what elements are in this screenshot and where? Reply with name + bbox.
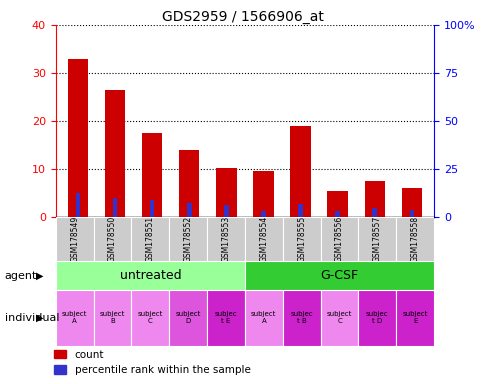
Bar	[358, 290, 395, 346]
Text: subject
B: subject B	[100, 311, 125, 324]
Text: G-CSF: G-CSF	[320, 269, 358, 282]
Bar	[282, 290, 320, 346]
Bar	[169, 217, 207, 261]
Text: GSM178552: GSM178552	[183, 216, 192, 262]
Bar	[131, 217, 169, 261]
Bar	[244, 261, 433, 290]
Bar	[253, 171, 273, 217]
Text: subject
A: subject A	[251, 311, 276, 324]
Bar	[408, 210, 413, 217]
Text: subject
C: subject C	[326, 311, 351, 324]
Bar	[335, 211, 339, 217]
Text: subject
D: subject D	[175, 311, 200, 324]
Bar	[224, 205, 228, 217]
Text: subjec
t D: subjec t D	[365, 311, 388, 324]
Text: GSM178551: GSM178551	[146, 216, 154, 262]
Bar	[207, 217, 244, 261]
Bar	[395, 290, 433, 346]
Bar	[131, 290, 169, 346]
Bar	[261, 211, 265, 217]
Bar	[142, 133, 162, 217]
Bar	[372, 209, 376, 217]
Text: GSM178556: GSM178556	[334, 216, 343, 262]
Bar	[105, 90, 125, 217]
Bar	[68, 59, 88, 217]
Text: subject
E: subject E	[402, 311, 427, 324]
Text: GSM178558: GSM178558	[410, 216, 419, 262]
Bar	[364, 181, 384, 217]
Bar	[93, 217, 131, 261]
Bar	[216, 167, 236, 217]
Bar	[244, 217, 282, 261]
Bar	[207, 290, 244, 346]
Text: individual: individual	[5, 313, 59, 323]
Bar	[401, 188, 421, 217]
Bar	[179, 150, 199, 217]
Text: ▶: ▶	[36, 270, 44, 281]
Bar	[56, 217, 93, 261]
Bar	[395, 217, 433, 261]
Bar	[113, 198, 117, 217]
Bar	[298, 204, 302, 217]
Text: ▶: ▶	[36, 313, 44, 323]
Text: untreated: untreated	[119, 269, 181, 282]
Text: subject
A: subject A	[62, 311, 87, 324]
Bar	[244, 290, 282, 346]
Text: subjec
t B: subjec t B	[290, 311, 312, 324]
Text: GSM178557: GSM178557	[372, 216, 381, 262]
Text: GSM178554: GSM178554	[259, 216, 268, 262]
Bar	[290, 126, 310, 217]
Text: agent: agent	[5, 270, 37, 281]
Bar	[282, 217, 320, 261]
Text: subject
C: subject C	[137, 311, 163, 324]
Bar	[187, 203, 191, 217]
Text: subjec
t E: subjec t E	[214, 311, 237, 324]
Text: GSM178555: GSM178555	[297, 216, 305, 262]
Text: GSM178549: GSM178549	[70, 216, 79, 262]
Bar	[93, 290, 131, 346]
Bar	[327, 190, 347, 217]
Bar	[169, 290, 207, 346]
Bar	[150, 200, 154, 217]
Text: GSM178550: GSM178550	[108, 216, 117, 262]
Bar	[358, 217, 395, 261]
Bar	[76, 193, 80, 217]
Bar	[56, 290, 93, 346]
Legend: count, percentile rank within the sample: count, percentile rank within the sample	[54, 350, 250, 375]
Text: GSM178553: GSM178553	[221, 216, 230, 262]
Bar	[56, 261, 244, 290]
Text: GDS2959 / 1566906_at: GDS2959 / 1566906_at	[161, 10, 323, 23]
Bar	[320, 290, 358, 346]
Bar	[320, 217, 358, 261]
